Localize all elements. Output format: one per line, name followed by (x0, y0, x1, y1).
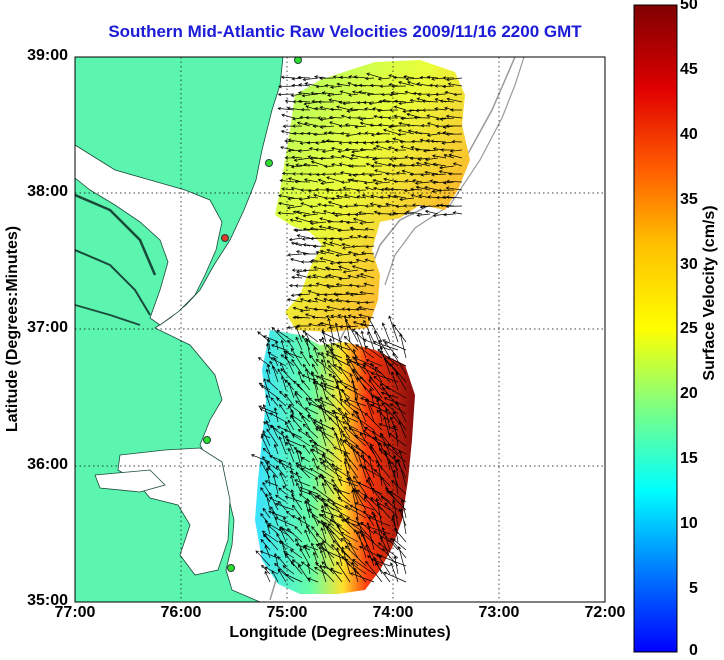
x-tick-label: 75:00 (266, 604, 308, 621)
station-marker (294, 57, 302, 64)
velocity-arrow (250, 72, 463, 583)
river (75, 249, 151, 316)
y-tick-label: 39:00 (27, 47, 68, 64)
y-tick-label: 37:00 (27, 319, 68, 336)
colorbar-tick-label: 45 (680, 61, 698, 78)
colorbar-tick-label: 0 (689, 642, 698, 659)
velocity-arrows (250, 72, 463, 583)
sound (94, 469, 166, 493)
x-tick-label: 76:00 (160, 604, 202, 621)
x-axis-label: Longitude (Degrees:Minutes) (229, 624, 451, 641)
station-marker (203, 436, 211, 444)
y-tick-label: 35:00 (27, 592, 68, 609)
colorbar-tick-label: 10 (680, 515, 698, 532)
isobath-line (384, 57, 525, 286)
y-tick-label: 36:00 (27, 456, 68, 473)
colorbar-tick-label: 40 (680, 126, 698, 143)
station-marker (221, 234, 229, 242)
grid-lines (75, 57, 605, 602)
colorbar (633, 4, 678, 653)
river (75, 193, 157, 276)
colorbar-tick-label: 25 (680, 320, 698, 337)
colorbar-tick-label: 50 (680, 0, 698, 13)
x-tick-label: 73:00 (478, 604, 520, 621)
colorbar-label: Surface Velocity (cm/s) (701, 205, 718, 381)
y-tick-label: 38:00 (27, 183, 68, 200)
colorbar-tick-label: 20 (680, 385, 698, 402)
bay (75, 144, 223, 326)
colorbar-tick-label: 30 (680, 256, 698, 273)
station-marker (265, 159, 273, 167)
river (75, 304, 141, 326)
colorbar-tick-label: 5 (689, 580, 698, 597)
station-marker (227, 564, 235, 572)
colorbar-tick-label: 15 (680, 450, 698, 467)
page-title: Southern Mid-Atlantic Raw Velocities 200… (108, 22, 582, 41)
x-tick-label: 72:00 (584, 604, 626, 621)
colorbar-tick-label: 35 (680, 191, 698, 208)
x-tick-label: 77:00 (54, 604, 96, 621)
x-tick-label: 74:00 (372, 604, 414, 621)
y-axis-label: Latitude (Degrees:Minutes) (4, 225, 21, 433)
plot-frame (74, 56, 606, 603)
